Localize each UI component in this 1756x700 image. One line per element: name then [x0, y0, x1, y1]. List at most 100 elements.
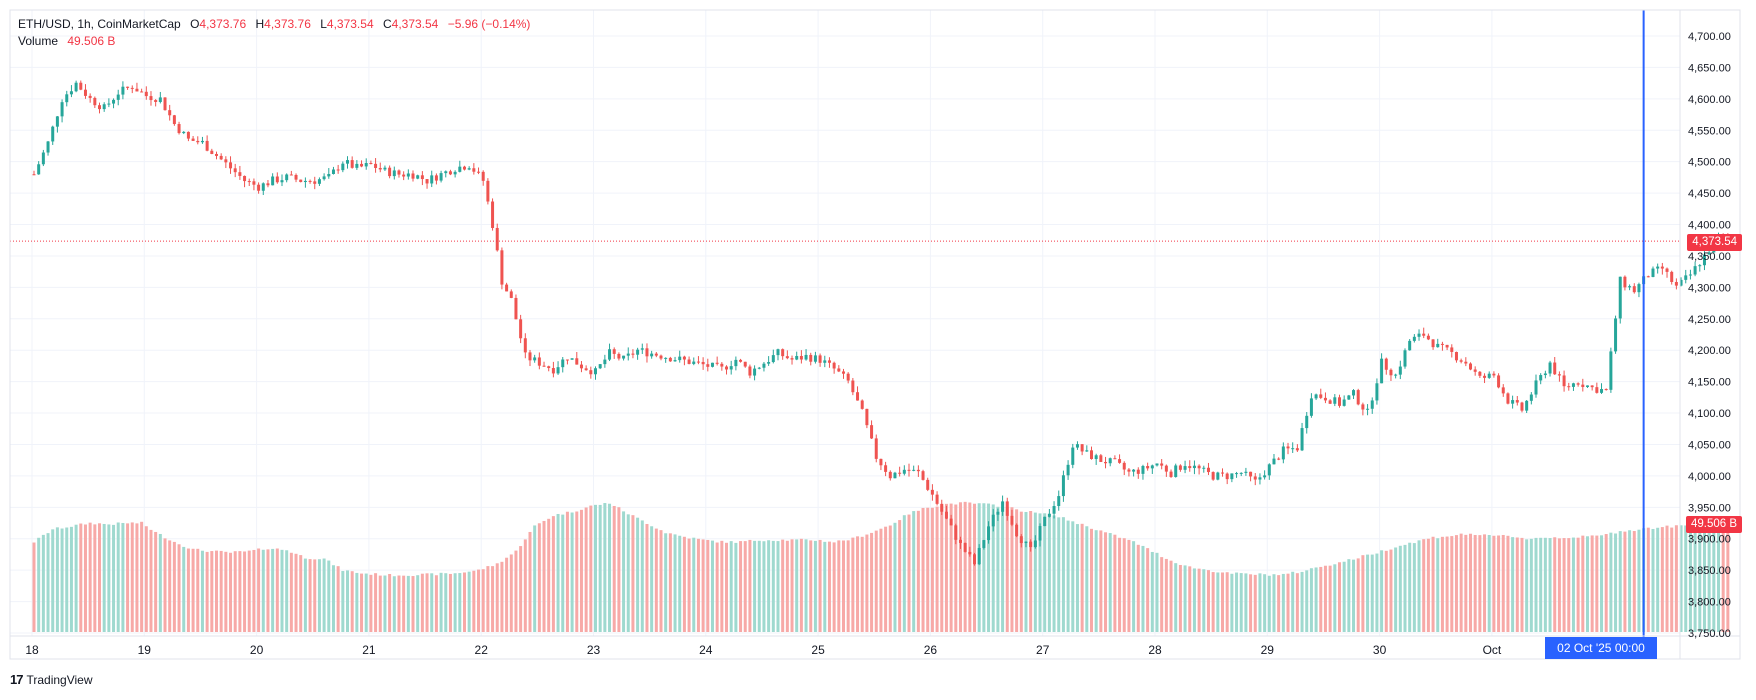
candle-body[interactable] [982, 540, 986, 548]
candle-body[interactable] [884, 465, 888, 472]
candle-body[interactable] [1576, 383, 1580, 385]
candle-body[interactable] [1099, 455, 1103, 462]
candle-body[interactable] [954, 525, 958, 540]
candle-body[interactable] [93, 97, 97, 106]
candle-body[interactable] [561, 359, 565, 368]
candle-body[interactable] [130, 87, 134, 89]
candle-body[interactable] [1244, 471, 1248, 473]
candle-body[interactable] [453, 171, 457, 175]
candle-body[interactable] [420, 175, 424, 180]
candle-body[interactable] [107, 103, 111, 105]
candle-body[interactable] [898, 472, 902, 474]
candle-body[interactable] [645, 348, 649, 357]
candle-body[interactable] [1459, 360, 1463, 362]
candle-body[interactable] [1702, 254, 1706, 266]
candle-body[interactable] [701, 361, 705, 365]
candle-body[interactable] [926, 479, 930, 490]
candle-body[interactable] [1684, 275, 1688, 280]
candle-body[interactable] [1277, 458, 1281, 460]
candle-body[interactable] [748, 366, 752, 376]
candle-body[interactable] [589, 370, 593, 375]
candle-body[interactable] [1380, 358, 1384, 384]
candle-body[interactable] [472, 168, 476, 172]
candle-body[interactable] [673, 360, 677, 362]
candle-body[interactable] [720, 363, 724, 367]
candle-body[interactable] [1567, 386, 1571, 388]
candle-body[interactable] [743, 361, 747, 367]
candle-body[interactable] [542, 365, 546, 367]
candle-body[interactable] [1370, 400, 1374, 409]
candle-body[interactable] [491, 201, 495, 228]
candle-body[interactable] [392, 170, 396, 177]
candle-body[interactable] [622, 355, 626, 359]
candle-body[interactable] [771, 355, 775, 363]
candle-body[interactable] [121, 86, 125, 95]
candle-body[interactable] [1136, 469, 1140, 474]
candle-body[interactable] [462, 166, 466, 170]
candle-body[interactable] [252, 181, 256, 185]
candle-body[interactable] [1571, 383, 1575, 387]
candle-body[interactable] [79, 82, 83, 90]
candle-body[interactable] [1033, 540, 1037, 548]
candle-body[interactable] [154, 100, 158, 102]
candle-body[interactable] [1272, 458, 1276, 465]
candle-body[interactable] [1300, 428, 1304, 451]
candle-body[interactable] [1553, 362, 1557, 375]
candle-body[interactable] [1356, 390, 1360, 405]
candle-body[interactable] [1333, 397, 1337, 404]
candle-body[interactable] [210, 150, 214, 154]
candle-body[interactable] [219, 155, 223, 160]
candle-body[interactable] [1057, 496, 1061, 507]
candle-body[interactable] [360, 163, 364, 167]
candle-body[interactable] [331, 169, 335, 174]
candle-body[interactable] [1398, 366, 1402, 375]
candle-body[interactable] [598, 364, 602, 369]
candle-body[interactable] [1169, 471, 1173, 477]
candle-body[interactable] [1150, 465, 1154, 469]
candle-body[interactable] [1075, 444, 1079, 448]
candle-body[interactable] [963, 542, 967, 552]
candle-body[interactable] [1595, 387, 1599, 393]
candle-body[interactable] [668, 357, 672, 362]
candle-body[interactable] [327, 173, 331, 177]
candle-body[interactable] [650, 353, 654, 357]
candle-body[interactable] [1412, 336, 1416, 341]
candle-body[interactable] [912, 469, 916, 471]
candle-body[interactable] [1581, 384, 1585, 388]
candle-body[interactable] [1043, 516, 1047, 527]
candle-body[interactable] [799, 355, 803, 360]
candle-body[interactable] [1665, 268, 1669, 272]
candle-body[interactable] [322, 176, 326, 180]
candle-body[interactable] [1216, 472, 1220, 480]
candle-body[interactable] [1309, 398, 1313, 416]
candle-body[interactable] [505, 284, 509, 292]
candle-body[interactable] [1585, 385, 1589, 388]
candle-body[interactable] [247, 181, 251, 183]
candle-body[interactable] [233, 168, 237, 173]
candle-body[interactable] [958, 539, 962, 543]
candle-body[interactable] [1548, 362, 1552, 374]
candle-body[interactable] [1562, 375, 1566, 387]
candle-body[interactable] [1141, 466, 1145, 474]
candle-body[interactable] [1127, 469, 1131, 472]
candle-body[interactable] [631, 353, 635, 355]
candle-body[interactable] [1029, 541, 1033, 548]
candle-body[interactable] [1146, 466, 1150, 469]
candle-body[interactable] [654, 353, 658, 356]
candle-body[interactable] [308, 180, 312, 182]
candle-body[interactable] [1337, 397, 1341, 406]
candle-body[interactable] [1347, 395, 1351, 400]
candle-body[interactable] [1529, 394, 1533, 401]
candle-body[interactable] [224, 159, 228, 163]
candle-body[interactable] [135, 88, 139, 92]
candle-body[interactable] [1253, 476, 1257, 480]
candle-body[interactable] [1286, 446, 1290, 449]
candle-body[interactable] [1688, 274, 1692, 276]
candle-body[interactable] [1534, 380, 1538, 395]
candle-body[interactable] [823, 360, 827, 363]
candle-body[interactable] [149, 96, 153, 101]
candle-body[interactable] [1445, 344, 1449, 348]
candle-body[interactable] [1361, 404, 1365, 410]
candle-body[interactable] [1403, 350, 1407, 367]
candle-body[interactable] [1366, 408, 1370, 410]
